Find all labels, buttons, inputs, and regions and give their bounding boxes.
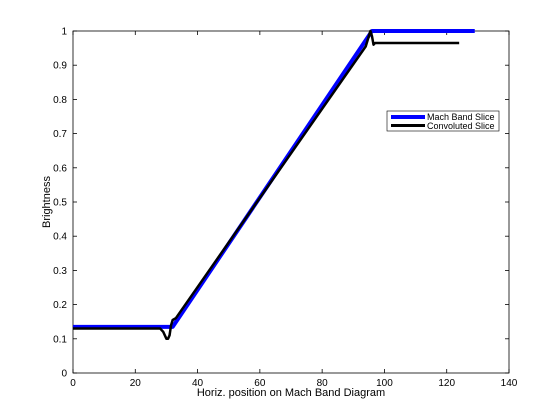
y-tick-label: 0.5 bbox=[53, 198, 67, 209]
y-axis-title: Brightness bbox=[41, 176, 53, 228]
y-axis-ticks: 0 0.1 0.2 0.3 0.4 0.5 0.6 0.7 0.8 0.9 1 bbox=[53, 27, 509, 380]
y-tick-label: 0.4 bbox=[53, 232, 67, 243]
y-tick-label: 1 bbox=[61, 27, 67, 38]
x-tick-label: 80 bbox=[317, 378, 329, 389]
x-tick-label: 0 bbox=[70, 378, 76, 389]
legend-label-convoluted: Convoluted Slice bbox=[427, 121, 495, 131]
legend: Mach Band Slice Convoluted Slice bbox=[386, 110, 500, 132]
x-tick-label: 20 bbox=[130, 378, 142, 389]
y-tick-label: 0 bbox=[61, 369, 67, 380]
y-tick-label: 0.2 bbox=[53, 300, 67, 311]
plot-area bbox=[72, 30, 510, 374]
legend-label-mach-band: Mach Band Slice bbox=[427, 112, 495, 122]
x-tick-label: 40 bbox=[192, 378, 204, 389]
y-tick-label: 0.6 bbox=[53, 163, 67, 174]
series-line-convoluted-slice bbox=[73, 29, 460, 341]
y-tick-label: 0.8 bbox=[53, 95, 67, 106]
x-tick-label: 140 bbox=[501, 378, 518, 389]
y-tick-label: 0.1 bbox=[53, 334, 67, 345]
y-tick-label: 0.9 bbox=[53, 61, 67, 72]
x-tick-label: 100 bbox=[376, 378, 393, 389]
x-tick-label: 120 bbox=[438, 378, 455, 389]
x-axis-title: Horiz. position on Mach Band Diagram bbox=[197, 387, 385, 399]
x-tick-label: 60 bbox=[254, 378, 266, 389]
y-tick-label: 0.7 bbox=[53, 129, 67, 140]
y-tick-label: 0.3 bbox=[53, 266, 67, 277]
data-lines bbox=[73, 29, 475, 341]
